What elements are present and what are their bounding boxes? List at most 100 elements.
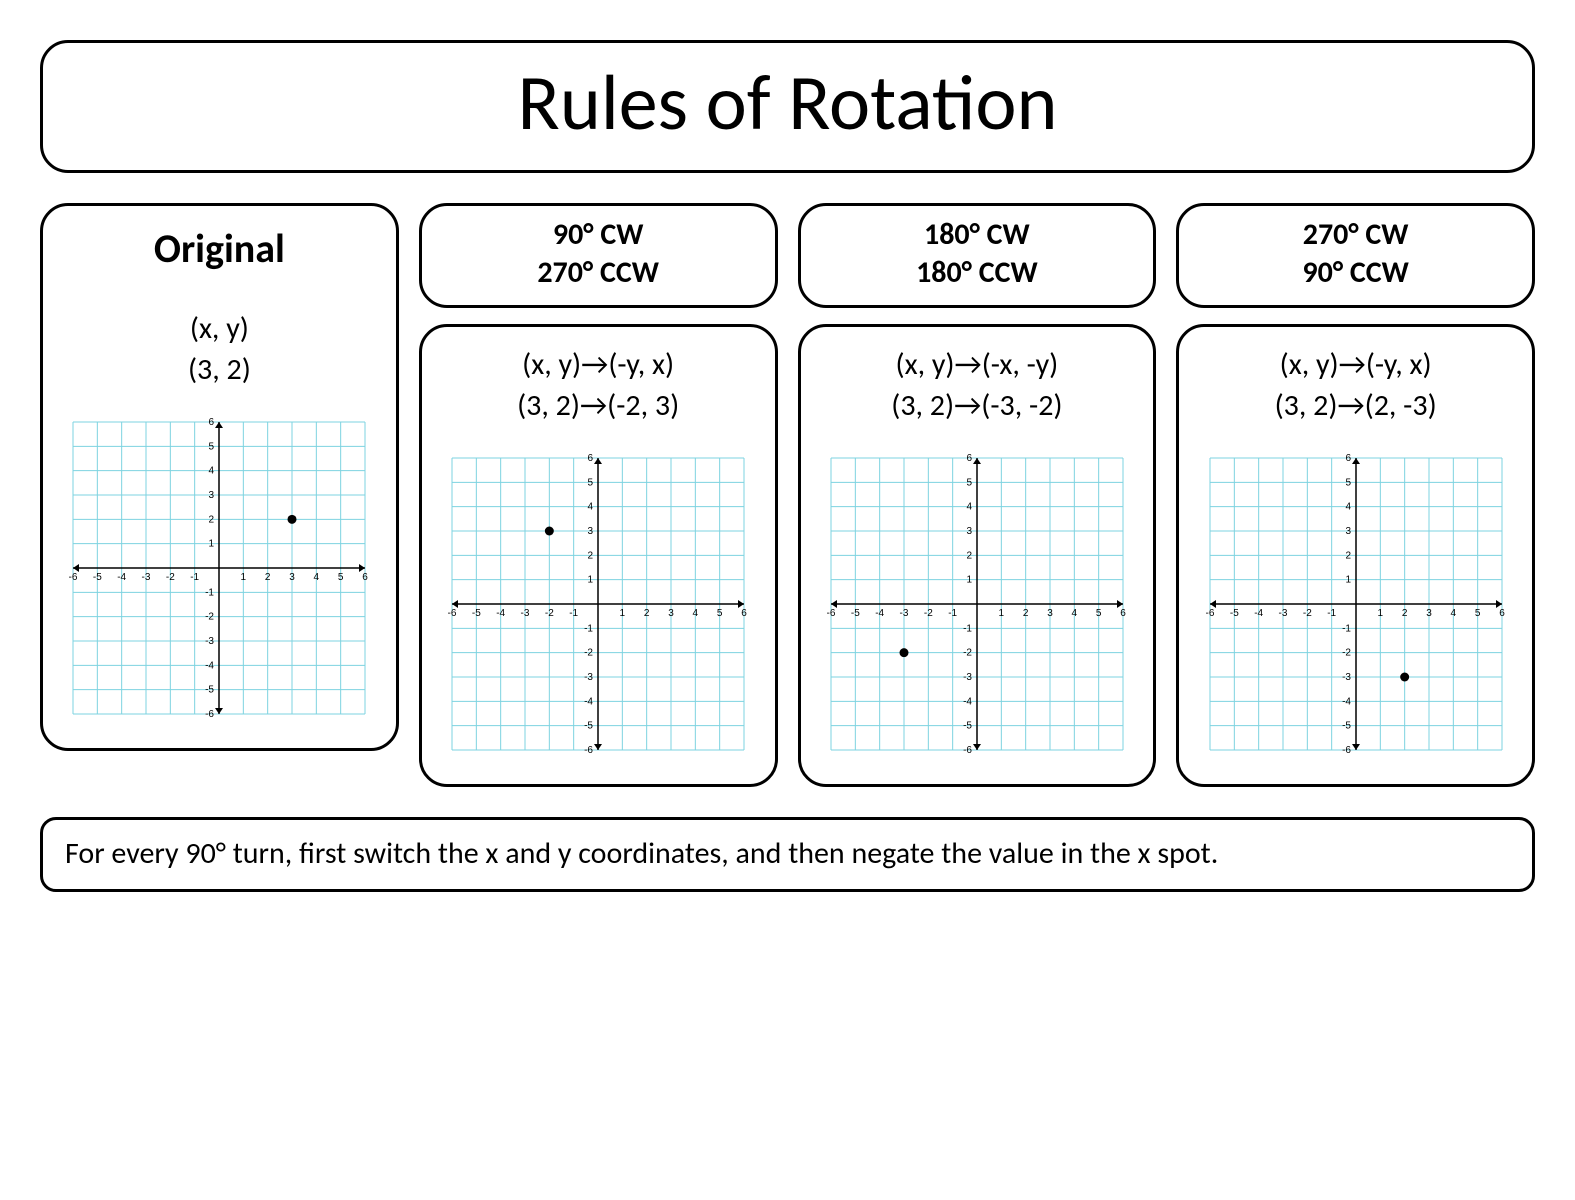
svg-text:-2: -2: [1303, 608, 1312, 619]
svg-text:1: 1: [620, 608, 626, 619]
panel-original: Original (x, y) (3, 2) -6-5-4-3-2-112345…: [40, 203, 399, 787]
rotation-formula: (x, y)→(-y, x) (3, 2)→(-2, 3): [436, 345, 761, 426]
svg-text:2: 2: [644, 608, 650, 619]
svg-text:2: 2: [265, 572, 271, 583]
svg-text:1: 1: [1377, 608, 1383, 619]
svg-text:-3: -3: [205, 636, 214, 647]
svg-text:1: 1: [998, 608, 1004, 619]
svg-text:2: 2: [966, 550, 972, 561]
original-panel-box: Original (x, y) (3, 2) -6-5-4-3-2-112345…: [40, 203, 399, 751]
svg-text:-1: -1: [205, 587, 214, 598]
svg-text:3: 3: [1047, 608, 1053, 619]
rotation-body: (x, y)→(-x, -y) (3, 2)→(-3, -2) -6-5-4-3…: [798, 324, 1157, 787]
svg-text:-5: -5: [205, 685, 214, 696]
svg-text:-2: -2: [545, 608, 554, 619]
formula-line: (x, y)→(-y, x): [436, 345, 761, 386]
formula-line: (3, 2): [57, 350, 382, 391]
svg-text:-1: -1: [963, 623, 972, 634]
svg-text:-5: -5: [1230, 608, 1239, 619]
svg-text:3: 3: [1426, 608, 1432, 619]
svg-text:-3: -3: [899, 608, 908, 619]
svg-text:-6: -6: [1206, 608, 1215, 619]
original-formula: (x, y) (3, 2): [57, 309, 382, 390]
svg-text:-5: -5: [93, 572, 102, 583]
header-line: 90° CW: [422, 216, 775, 254]
graph-wrap: -6-5-4-3-2-1123456-6-5-4-3-2-1123456: [815, 454, 1140, 754]
svg-text:-6: -6: [827, 608, 836, 619]
svg-text:-1: -1: [948, 608, 957, 619]
svg-text:-2: -2: [584, 648, 593, 659]
rotation-formula: (x, y)→(-y, x) (3, 2)→(2, -3): [1193, 345, 1518, 426]
svg-text:-1: -1: [569, 608, 578, 619]
svg-text:-1: -1: [584, 623, 593, 634]
svg-text:-3: -3: [1278, 608, 1287, 619]
svg-text:2: 2: [209, 514, 215, 525]
svg-text:5: 5: [1096, 608, 1102, 619]
rotation-header: 90° CW 270° CCW: [419, 203, 778, 308]
formula-line: (x, y)→(-x, -y): [815, 345, 1140, 386]
svg-text:6: 6: [966, 454, 972, 464]
page-title: Rules of Rotation: [43, 55, 1532, 150]
rotation-header: 270° CW 90° CCW: [1176, 203, 1535, 308]
svg-text:3: 3: [1345, 526, 1351, 537]
svg-text:1: 1: [966, 575, 972, 586]
header-line: 270° CW: [1179, 216, 1532, 254]
footer-note: For every 90° turn, first switch the x a…: [40, 817, 1535, 892]
header-line: 180° CCW: [801, 254, 1154, 292]
svg-text:-3: -3: [1342, 672, 1351, 683]
svg-text:2: 2: [588, 550, 594, 561]
svg-text:3: 3: [668, 608, 674, 619]
rotation-body: (x, y)→(-y, x) (3, 2)→(-2, 3) -6 -5 -4 -3 -2…: [419, 324, 778, 787]
svg-text:-1: -1: [191, 572, 200, 583]
graph-wrap: -6-5-4-3-2-1123456-6-5-4-3-2-1123456: [1193, 454, 1518, 754]
coordinate-graph: -6-5-4-3-2-1123456-6-5-4-3-2-1123456: [1206, 454, 1506, 754]
header-line: 270° CCW: [422, 254, 775, 292]
svg-text:-6: -6: [69, 572, 78, 583]
svg-text:-4: -4: [584, 696, 593, 707]
svg-text:6: 6: [1499, 608, 1505, 619]
svg-text:4: 4: [1345, 502, 1351, 513]
svg-text:-5: -5: [472, 608, 481, 619]
panel-rotation-270cw: 270° CW 90° CCW (x, y)→(-y, x) (3, 2)→(2…: [1176, 203, 1535, 787]
coordinate-graph: -6-5-4-3-2-1123456-6-5-4-3-2-1123456: [827, 454, 1127, 754]
svg-text:4: 4: [314, 572, 320, 583]
svg-text:-3: -3: [521, 608, 530, 619]
svg-text:4: 4: [209, 466, 215, 477]
svg-text:-6: -6: [448, 608, 457, 619]
svg-text:2: 2: [1402, 608, 1408, 619]
panel-rotation-90cw: 90° CW 270° CCW (x, y)→(-y, x) (3, 2)→(-…: [419, 203, 778, 787]
svg-text:4: 4: [693, 608, 699, 619]
svg-text:6: 6: [363, 572, 369, 583]
svg-text:-4: -4: [1342, 696, 1351, 707]
header-line: 90° CCW: [1179, 254, 1532, 292]
svg-text:5: 5: [966, 477, 972, 488]
original-header: Original: [57, 224, 382, 273]
svg-text:1: 1: [241, 572, 247, 583]
svg-text:-2: -2: [924, 608, 933, 619]
svg-text:5: 5: [209, 441, 215, 452]
svg-text:-1: -1: [1327, 608, 1336, 619]
svg-text:-3: -3: [584, 672, 593, 683]
coordinate-graph: -6-5-4-3-2-1123456-6-5-4-3-2-1123456: [448, 454, 748, 754]
svg-text:5: 5: [1475, 608, 1481, 619]
svg-text:4: 4: [588, 502, 594, 513]
svg-text:5: 5: [588, 477, 594, 488]
svg-text:-5: -5: [1342, 721, 1351, 732]
panels-row: Original (x, y) (3, 2) -6 -5 -4 -3 -2 -1 1 2 3 4 5…: [40, 203, 1535, 787]
svg-text:-2: -2: [205, 612, 214, 623]
svg-text:2: 2: [1345, 550, 1351, 561]
svg-text:6: 6: [1120, 608, 1126, 619]
svg-text:1: 1: [209, 539, 215, 550]
svg-text:5: 5: [717, 608, 723, 619]
svg-text:5: 5: [338, 572, 344, 583]
svg-text:6: 6: [741, 608, 747, 619]
svg-text:-5: -5: [851, 608, 860, 619]
formula-line: (x, y): [57, 309, 382, 350]
svg-text:-6: -6: [205, 709, 214, 718]
formula-line: (x, y)→(-y, x): [1193, 345, 1518, 386]
rotation-body: (x, y)→(-y, x) (3, 2)→(2, -3) -6 -5 -4 -3 -2…: [1176, 324, 1535, 787]
svg-text:-4: -4: [496, 608, 505, 619]
svg-text:-4: -4: [205, 660, 214, 671]
svg-text:6: 6: [1345, 454, 1351, 464]
svg-text:5: 5: [1345, 477, 1351, 488]
